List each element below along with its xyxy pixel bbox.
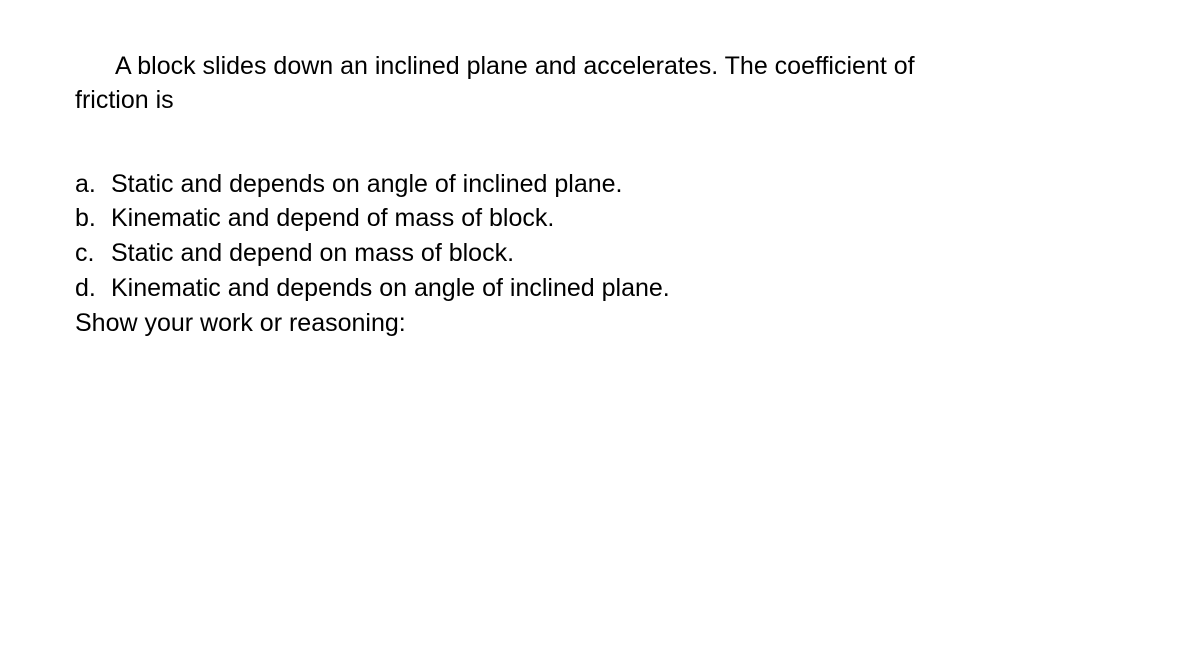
question-text: A block slides down an inclined plane an… (75, 50, 1115, 118)
option-text: Static and depend on mass of block. (111, 237, 514, 271)
option-text: Kinematic and depend of mass of block. (111, 202, 554, 236)
question-line-1: A block slides down an inclined plane an… (115, 52, 915, 80)
option-text: Static and depends on angle of inclined … (111, 168, 623, 202)
option-marker: d. (75, 272, 111, 306)
option-d: d. Kinematic and depends on angle of inc… (75, 272, 1115, 306)
option-a: a. Static and depends on angle of inclin… (75, 168, 1115, 202)
options-list: a. Static and depends on angle of inclin… (75, 168, 1115, 341)
option-c: c. Static and depend on mass of block. (75, 237, 1115, 271)
option-b: b. Kinematic and depend of mass of block… (75, 202, 1115, 236)
option-marker: b. (75, 202, 111, 236)
reasoning-prompt: Show your work or reasoning: (75, 307, 1115, 341)
option-marker: a. (75, 168, 111, 202)
option-marker: c. (75, 237, 111, 271)
option-text: Kinematic and depends on angle of inclin… (111, 272, 670, 306)
question-line-2: friction is (75, 86, 174, 114)
